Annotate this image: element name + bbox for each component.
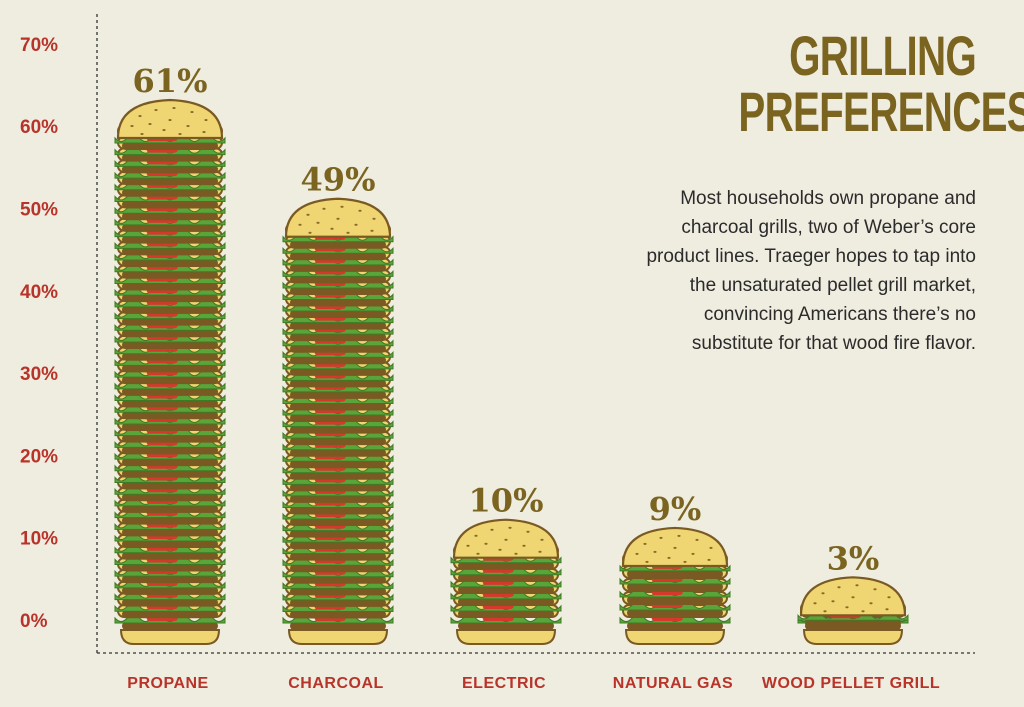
- y-tick-labels: 0% 10% 20% 30% 40% 50% 60% 70%: [20, 35, 58, 632]
- title-line-2: PREFERENCES: [738, 80, 1024, 143]
- bar-electric: [450, 518, 562, 645]
- value-label: 61%: [133, 62, 208, 100]
- value-labels: 61% 49% 10% 9% 3%: [133, 62, 880, 577]
- y-tick-label: 0%: [20, 611, 48, 632]
- bar-charcoal: [282, 197, 394, 645]
- category-labels: PROPANE CHARCOAL ELECTRIC NATURAL GAS WOOD P…: [127, 675, 940, 692]
- chart-description: Most households own propane and charcoal…: [646, 188, 976, 354]
- chart-title: GRILLING PREFERENCES: [646, 24, 1024, 143]
- bar-natural-gas: [619, 526, 731, 645]
- y-tick-label: 50%: [20, 200, 58, 221]
- bar-stacks: [114, 98, 909, 645]
- value-label: 9%: [649, 490, 702, 528]
- y-tick-label: 40%: [20, 282, 58, 303]
- category-label: NATURAL GAS: [613, 675, 733, 692]
- y-tick-label: 20%: [20, 446, 58, 467]
- value-label: 49%: [301, 161, 376, 199]
- bar-wood-pellet-grill: [797, 576, 909, 645]
- y-tick-label: 60%: [20, 117, 58, 138]
- value-label: 3%: [827, 539, 880, 577]
- bar-propane: [114, 98, 226, 645]
- y-tick-label: 30%: [20, 364, 58, 385]
- title-line-1: GRILLING: [789, 24, 977, 87]
- category-label: CHARCOAL: [288, 675, 384, 692]
- category-label: PROPANE: [127, 675, 208, 692]
- y-tick-label: 10%: [20, 529, 58, 550]
- y-tick-label: 70%: [20, 35, 58, 56]
- category-label: ELECTRIC: [462, 675, 546, 692]
- category-label: WOOD PELLET GRILL: [762, 675, 940, 692]
- value-label: 10%: [469, 482, 544, 520]
- chart-axes: [96, 14, 975, 654]
